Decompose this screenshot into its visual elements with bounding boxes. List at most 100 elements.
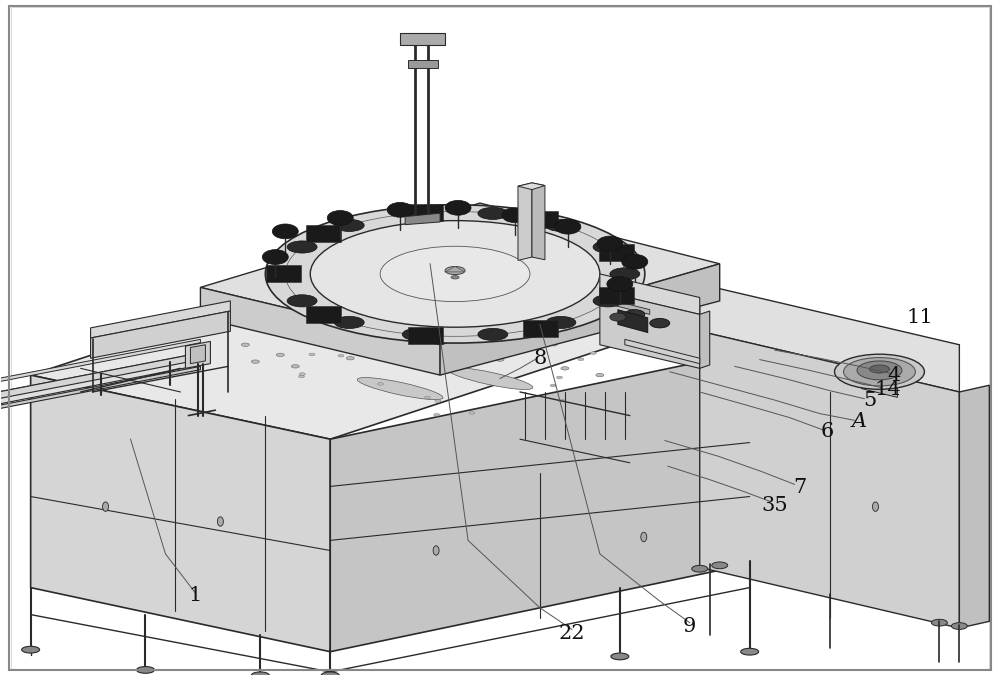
Polygon shape xyxy=(861,366,897,397)
Ellipse shape xyxy=(357,378,443,400)
Ellipse shape xyxy=(402,329,432,341)
Polygon shape xyxy=(266,266,301,283)
Text: 4: 4 xyxy=(888,366,901,385)
Ellipse shape xyxy=(306,339,314,343)
Ellipse shape xyxy=(103,502,109,511)
Ellipse shape xyxy=(505,340,511,343)
Ellipse shape xyxy=(262,249,288,264)
Ellipse shape xyxy=(596,373,604,377)
Ellipse shape xyxy=(496,358,504,361)
Ellipse shape xyxy=(276,353,284,356)
Polygon shape xyxy=(31,237,750,439)
Ellipse shape xyxy=(217,516,223,526)
Polygon shape xyxy=(518,183,545,189)
Ellipse shape xyxy=(416,356,424,360)
Ellipse shape xyxy=(170,314,230,335)
Ellipse shape xyxy=(299,375,305,378)
Ellipse shape xyxy=(546,316,576,329)
Ellipse shape xyxy=(478,329,508,341)
Ellipse shape xyxy=(447,368,533,389)
Ellipse shape xyxy=(555,219,581,234)
Text: 8: 8 xyxy=(533,349,547,368)
Polygon shape xyxy=(408,203,443,220)
Text: 35: 35 xyxy=(761,496,788,515)
Ellipse shape xyxy=(251,672,269,676)
Polygon shape xyxy=(306,225,341,242)
Polygon shape xyxy=(532,183,545,260)
Ellipse shape xyxy=(338,354,344,357)
Ellipse shape xyxy=(445,266,465,274)
Ellipse shape xyxy=(241,343,249,346)
Polygon shape xyxy=(306,306,341,322)
Ellipse shape xyxy=(545,327,551,329)
Ellipse shape xyxy=(334,316,364,329)
Ellipse shape xyxy=(625,310,645,319)
Polygon shape xyxy=(615,301,650,314)
Ellipse shape xyxy=(622,254,648,269)
Ellipse shape xyxy=(741,648,759,655)
Polygon shape xyxy=(200,203,720,345)
Ellipse shape xyxy=(610,313,626,321)
Polygon shape xyxy=(91,311,230,345)
Polygon shape xyxy=(700,284,959,392)
Ellipse shape xyxy=(346,356,354,360)
Ellipse shape xyxy=(287,295,317,307)
Ellipse shape xyxy=(951,623,967,629)
Ellipse shape xyxy=(272,224,298,239)
Ellipse shape xyxy=(265,205,645,343)
Ellipse shape xyxy=(166,329,194,340)
Ellipse shape xyxy=(387,202,413,217)
Ellipse shape xyxy=(641,532,647,541)
Ellipse shape xyxy=(557,376,562,379)
Polygon shape xyxy=(523,320,558,337)
Text: 5: 5 xyxy=(863,391,876,410)
Polygon shape xyxy=(600,274,700,314)
Polygon shape xyxy=(408,60,438,68)
Ellipse shape xyxy=(251,360,259,363)
Ellipse shape xyxy=(327,210,353,225)
Ellipse shape xyxy=(590,352,596,354)
Polygon shape xyxy=(523,211,558,228)
Ellipse shape xyxy=(597,236,623,251)
Polygon shape xyxy=(959,385,989,628)
Ellipse shape xyxy=(445,200,471,215)
Text: 14: 14 xyxy=(874,380,901,399)
Ellipse shape xyxy=(857,361,902,380)
Ellipse shape xyxy=(378,383,383,385)
Polygon shape xyxy=(618,310,648,333)
Text: 1: 1 xyxy=(189,586,202,605)
Ellipse shape xyxy=(593,295,623,307)
Ellipse shape xyxy=(433,546,439,555)
Ellipse shape xyxy=(446,333,454,337)
Ellipse shape xyxy=(931,619,947,626)
Polygon shape xyxy=(700,311,710,368)
Text: 7: 7 xyxy=(793,478,806,498)
Ellipse shape xyxy=(611,653,629,660)
Ellipse shape xyxy=(844,358,915,386)
Ellipse shape xyxy=(650,318,670,328)
Polygon shape xyxy=(31,375,330,652)
Ellipse shape xyxy=(550,384,556,387)
Ellipse shape xyxy=(380,246,530,301)
Polygon shape xyxy=(599,287,634,304)
Ellipse shape xyxy=(872,502,878,511)
Ellipse shape xyxy=(635,333,641,336)
Polygon shape xyxy=(599,244,634,261)
Ellipse shape xyxy=(478,208,508,220)
Polygon shape xyxy=(700,331,959,628)
Polygon shape xyxy=(0,339,200,385)
Ellipse shape xyxy=(469,412,475,414)
Polygon shape xyxy=(91,301,230,338)
Text: 9: 9 xyxy=(683,617,696,636)
Ellipse shape xyxy=(558,400,564,402)
Ellipse shape xyxy=(561,366,569,370)
Text: 11: 11 xyxy=(906,308,933,327)
Ellipse shape xyxy=(310,220,600,327)
Ellipse shape xyxy=(321,672,339,676)
Ellipse shape xyxy=(291,364,299,368)
Polygon shape xyxy=(600,291,700,368)
Ellipse shape xyxy=(180,317,220,332)
Polygon shape xyxy=(408,327,443,344)
Ellipse shape xyxy=(287,241,317,253)
Ellipse shape xyxy=(435,400,441,402)
